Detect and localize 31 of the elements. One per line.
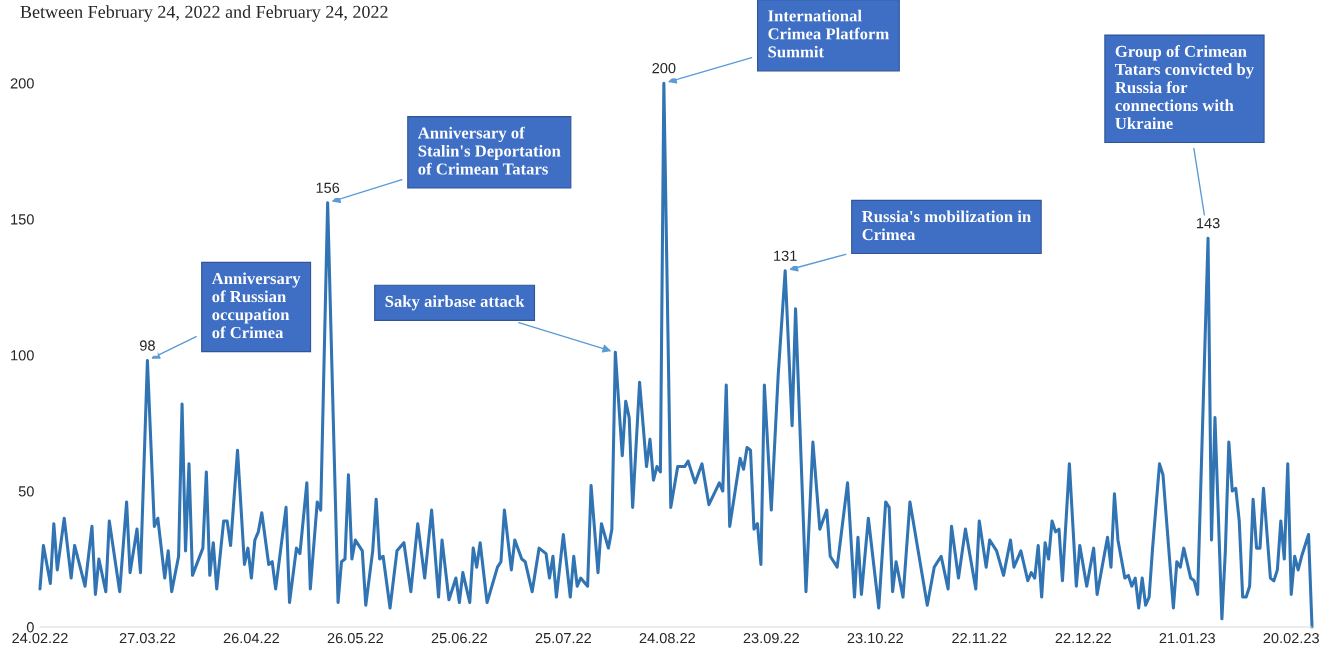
annotation: Group of Crimean Tatars convicted by Russia for connections with Ukraine [1115, 45, 1254, 130]
x-tick-label: 26.04.22 [223, 632, 280, 644]
y-tick-label: 0 [26, 622, 34, 633]
annotation: 200 [652, 63, 676, 74]
y-tick-label: 150 [11, 214, 34, 225]
x-tick-label: 27.03.22 [119, 632, 176, 644]
x-tick-label: 23.10.22 [847, 632, 903, 644]
x-tick-label: 23.09.22 [743, 632, 799, 644]
annotation: 143 [1196, 218, 1220, 229]
x-tick-label: 25.06.22 [431, 632, 488, 644]
x-tick-label: 25.07.22 [535, 632, 591, 644]
x-tick-label: 22.12.22 [1055, 632, 1111, 644]
x-tick-label: 24.02.22 [12, 632, 68, 644]
annotation: 131 [774, 250, 797, 261]
annotation: International Crimea Platform Summit [768, 9, 889, 58]
annotation: 156 [316, 182, 340, 193]
x-tick-label: 21.01.23 [1159, 632, 1215, 644]
x-tick-label: 24.08.22 [639, 632, 695, 644]
annotation: Russia's mobilization in Crimea [861, 210, 1031, 241]
x-tick-label: 22.11.22 [952, 632, 1007, 644]
line-series [38, 81, 1314, 629]
annotation: Anniversary of Stalin's Deportation of Crimean Tatars [417, 126, 561, 175]
y-tick-label: 100 [11, 350, 34, 361]
chart-title: Between February 24, 2022 and February 24, 2022 [20, 5, 388, 22]
annotation: Anniversary of Russian occupation of Crimea [211, 272, 301, 339]
y-tick-label: 50 [18, 486, 34, 497]
x-tick-label: 26.05.22 [327, 632, 384, 644]
annotation: Saky airbase attack [385, 295, 525, 311]
x-tick-label: 20.02.23 [1263, 632, 1319, 644]
y-tick-label: 200 [10, 78, 34, 89]
annotation: 98 [139, 340, 155, 351]
